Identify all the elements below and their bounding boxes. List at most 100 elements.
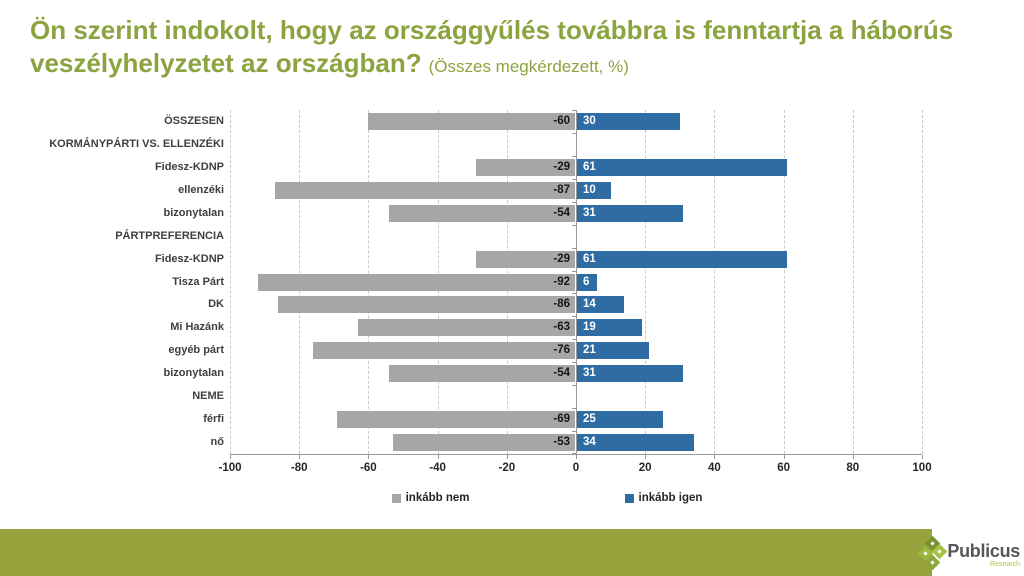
bar-inkabb-igen: 14 (577, 296, 625, 314)
value-label-igen: 31 (583, 367, 596, 380)
legend-swatch-blue (624, 493, 634, 503)
gridline (852, 110, 854, 454)
bar-inkabb-igen: 30 (577, 113, 680, 130)
value-label-nem: -92 (553, 275, 570, 288)
zero-axis-tick (572, 202, 576, 203)
category-label: férfi (203, 413, 224, 426)
category-label: bizonytalan (163, 206, 224, 219)
value-label-igen: 61 (583, 160, 596, 173)
gridline (645, 110, 647, 454)
brand-block: Publicus Research (947, 537, 1020, 569)
value-label-nem: -53 (553, 436, 570, 448)
value-label-igen: 31 (583, 206, 596, 219)
x-axis: -100 -80 -60 -40 -20 0 20 40 60 80 100 (218, 454, 932, 480)
x-axis-tick (714, 455, 716, 459)
bar-inkabb-nem: -69 (337, 411, 575, 429)
zero-axis-tick (572, 225, 576, 226)
value-label-nem: -54 (553, 206, 570, 219)
bar-inkabb-nem: -29 (475, 158, 575, 176)
title-line1: Ön szerint indokolt, hogy az országgyűlé… (30, 15, 954, 45)
category-labels: ÖSSZESEN KORMÁNYPÁRTI VS. ELLENZÉKI Fidesz… (0, 110, 226, 454)
x-axis-tick (230, 455, 231, 459)
category-label: egyéb párt (168, 344, 224, 357)
value-label-nem: -54 (553, 367, 570, 380)
value-label-igen: 14 (583, 298, 596, 311)
category-label: ellenzéki (178, 183, 224, 196)
value-label-igen: 34 (583, 436, 596, 448)
value-label-nem: -87 (553, 183, 570, 196)
bar-inkabb-igen: 25 (577, 411, 663, 429)
x-axis-label: 80 (846, 462, 860, 474)
zero-axis-tick (572, 408, 576, 409)
bar-inkabb-nem: -76 (313, 342, 575, 360)
x-axis-label: -20 (498, 462, 516, 474)
zero-axis-tick (572, 271, 576, 272)
x-axis-label: -100 (218, 462, 242, 474)
bar-inkabb-igen: 10 (577, 181, 611, 199)
category-label: Tisza Párt (172, 275, 224, 288)
legend-item-inkabb-igen: inkább igen (624, 492, 703, 504)
bar-inkabb-nem: -60 (368, 113, 575, 130)
bar-inkabb-igen: 6 (577, 273, 597, 291)
bar-inkabb-igen: 21 (577, 342, 649, 360)
publicus-logo: Publicus Research (917, 535, 1020, 575)
bar-inkabb-nem: -92 (257, 273, 575, 291)
value-label-igen: 30 (583, 115, 596, 127)
x-axis-label: 100 (912, 462, 932, 474)
bar-inkabb-nem: -86 (278, 296, 575, 314)
bar-inkabb-nem: -63 (358, 319, 575, 337)
legend-label: inkább nem (405, 492, 470, 504)
legend-swatch-gray (391, 493, 401, 503)
legend: inkább nem inkább igen (162, 492, 932, 504)
zero-axis-tick (572, 316, 576, 317)
x-axis-tick (645, 455, 647, 459)
category-label: ÖSSZESEN (164, 115, 224, 127)
bar-inkabb-igen: 34 (577, 434, 694, 451)
zero-axis-tick (572, 133, 576, 134)
zero-axis-tick (572, 431, 576, 432)
gridline (714, 110, 716, 454)
plot-area: -60 30 -29 61 -87 10 -54 31 -29 61 -92 6 -86 14 -63 19-… (230, 110, 923, 454)
legend-item-inkabb-nem: inkább nem (391, 492, 470, 504)
category-label: PÁRTPREFERENCIA (115, 229, 224, 242)
value-label-nem: -69 (553, 413, 570, 426)
zero-axis-tick (572, 385, 576, 386)
bar-inkabb-nem: -54 (389, 204, 575, 222)
bar-inkabb-nem: -87 (274, 181, 575, 199)
category-label: Fidesz-KDNP (154, 252, 224, 265)
bar-inkabb-nem: -29 (475, 250, 575, 268)
value-label-igen: 61 (583, 252, 596, 265)
gridline (922, 110, 923, 454)
x-axis-tick (922, 455, 923, 459)
category-label: Mi Hazánk (170, 321, 224, 334)
value-label-nem: -29 (553, 160, 570, 173)
value-label-igen: 25 (583, 413, 596, 426)
brand-subtitle: Research (990, 561, 1020, 568)
x-axis-label: -80 (290, 462, 308, 474)
category-label: KORMÁNYPÁRTI VS. ELLENZÉKI (49, 137, 224, 150)
bar-inkabb-nem: -53 (392, 434, 575, 451)
zero-axis-tick (572, 248, 576, 249)
publicus-diamonds-icon (917, 535, 948, 572)
x-axis-tick (437, 455, 439, 459)
value-label-nem: -86 (553, 298, 570, 311)
x-axis-label: 0 (572, 462, 580, 474)
bar-inkabb-igen: 61 (577, 158, 788, 176)
zero-axis-line (576, 110, 577, 454)
footer-accent-bar (0, 529, 932, 576)
zero-axis-tick (572, 179, 576, 180)
bar-inkabb-igen: 31 (577, 365, 684, 383)
bar-inkabb-igen: 61 (577, 250, 788, 268)
x-axis-tick (576, 455, 577, 459)
category-label: Fidesz-KDNP (154, 160, 224, 173)
value-label-igen: 6 (583, 275, 590, 288)
gridline (230, 110, 231, 454)
zero-axis-tick (572, 110, 576, 111)
value-label-igen: 19 (583, 321, 596, 334)
legend-label: inkább igen (638, 492, 703, 504)
value-label-nem: -29 (553, 252, 570, 265)
category-label: nő (210, 436, 224, 449)
x-axis-tick (368, 455, 370, 459)
value-label-nem: -63 (553, 321, 570, 334)
